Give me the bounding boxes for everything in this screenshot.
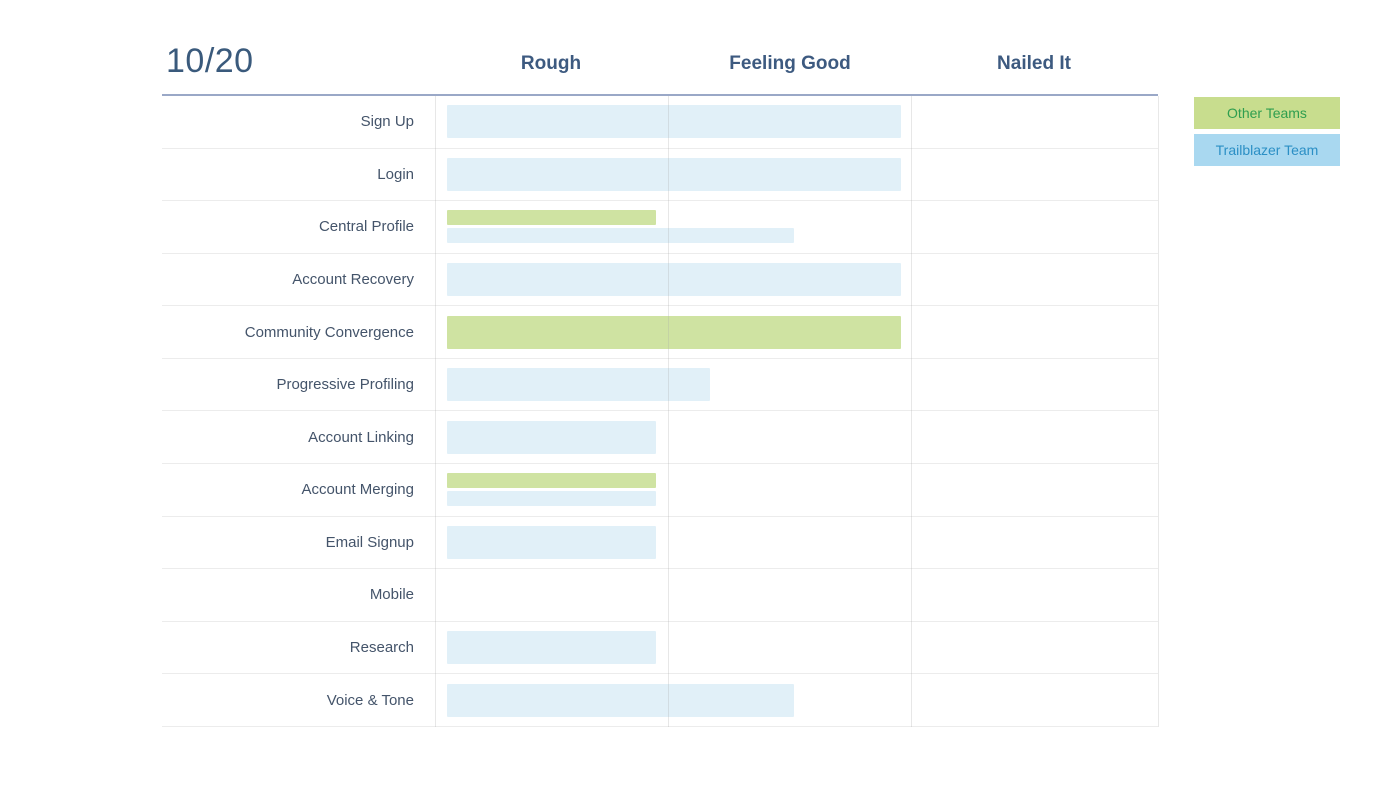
legend: Other Teams Trailblazer Team [1194,97,1340,166]
feature-row: Voice & Tone [162,674,1158,727]
row-label: Account Linking [308,428,414,446]
feature-row: Account Linking [162,411,1158,465]
row-label: Sign Up [360,113,414,131]
feature-row: Email Signup [162,517,1158,570]
progress-bar-trailblazer [447,105,901,139]
progress-bar-trailblazer [447,525,656,559]
feature-row: Account Merging [162,464,1158,517]
progress-bar-trailblazer [447,631,656,665]
row-label: Voice & Tone [326,691,414,709]
feature-row: Community Convergence [162,306,1158,359]
feature-row: Login [162,149,1158,202]
feature-row: Account Recovery [162,254,1158,307]
row-label: Progressive Profiling [276,376,414,394]
header-divider [162,94,1158,96]
row-label: Login [377,165,414,183]
row-label: Email Signup [325,533,414,551]
column-header-feeling-good: Feeling Good [729,53,851,74]
row-label: Research [349,639,414,657]
feature-row: Mobile [162,569,1158,622]
progress-bar-trailblazer [447,420,656,454]
row-label: Account Recovery [292,271,414,289]
row-label: Central Profile [318,218,414,236]
column-header-nailed-it: Nailed It [997,53,1071,74]
page-title: 10/20 [166,42,254,80]
feature-row: Sign Up [162,96,1158,149]
progress-bar-trailblazer [447,368,710,402]
progress-grid: Sign Up Login Central Profile Account Recov… [162,96,1159,727]
legend-trailblazer-team: Trailblazer Team [1194,134,1340,166]
row-label: Mobile [369,586,414,604]
progress-bar-trailblazer [447,157,901,191]
row-label: Account Merging [301,481,414,499]
feature-row: Progressive Profiling [162,359,1158,412]
progress-bar-trailblazer [447,263,901,297]
progress-bar-other [447,315,901,349]
row-label: Community Convergence [244,323,414,341]
legend-other-teams: Other Teams [1194,97,1340,129]
progress-bar-other [447,473,656,489]
feature-row: Central Profile [162,201,1158,254]
column-header-rough: Rough [520,53,582,74]
feature-row: Research [162,622,1158,675]
progress-bar-trailblazer [447,228,794,244]
progress-bar-trailblazer [447,491,656,507]
progress-bar-trailblazer [447,683,794,717]
progress-bar-other [447,210,656,226]
